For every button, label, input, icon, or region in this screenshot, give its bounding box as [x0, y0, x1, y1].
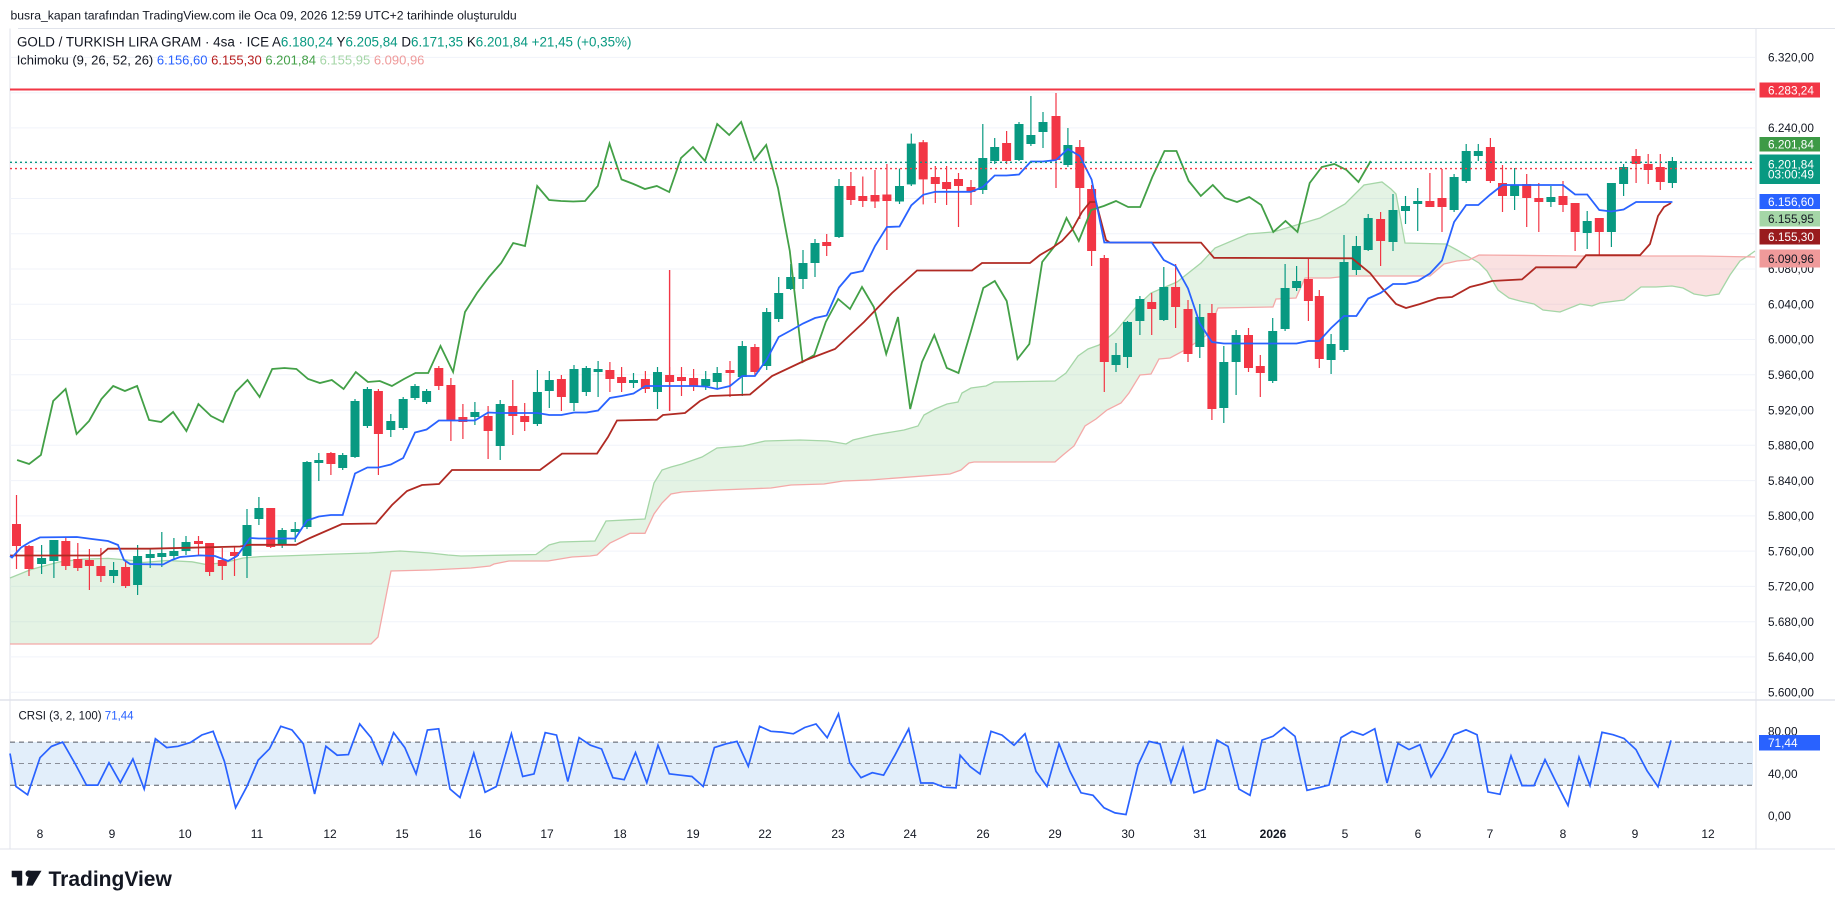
svg-text:5.960,00: 5.960,00: [1768, 368, 1814, 382]
svg-text:5.720,00: 5.720,00: [1768, 580, 1814, 594]
svg-text:5.840,00: 5.840,00: [1768, 474, 1814, 488]
svg-text:40,00: 40,00: [1768, 767, 1798, 781]
svg-text:26: 26: [976, 827, 990, 841]
svg-text:busra_kapan tarafından Trading: busra_kapan tarafından TradingView.com i…: [11, 9, 517, 23]
svg-text:22: 22: [758, 827, 772, 841]
svg-text:6: 6: [1415, 827, 1422, 841]
svg-text:6.201,84: 6.201,84: [1768, 138, 1814, 152]
svg-text:12: 12: [1701, 827, 1715, 841]
svg-text:19: 19: [686, 827, 700, 841]
svg-text:30: 30: [1121, 827, 1135, 841]
svg-text:6.156,60: 6.156,60: [1768, 195, 1814, 209]
svg-text:6.090,96: 6.090,96: [1768, 252, 1814, 266]
svg-text:Ichimoku (9, 26, 52, 26) 6.156: Ichimoku (9, 26, 52, 26) 6.156,60 6.155,…: [17, 53, 425, 68]
svg-text:6.201,84: 6.201,84: [1768, 158, 1814, 172]
svg-text:9: 9: [1632, 827, 1639, 841]
svg-text:5.600,00: 5.600,00: [1768, 685, 1814, 699]
svg-text:03:00:49: 03:00:49: [1768, 168, 1814, 182]
svg-text:5.880,00: 5.880,00: [1768, 439, 1814, 453]
svg-text:6.000,00: 6.000,00: [1768, 333, 1814, 347]
svg-text:2026: 2026: [1260, 827, 1287, 841]
svg-text:6.040,00: 6.040,00: [1768, 298, 1814, 312]
svg-text:8: 8: [1560, 827, 1567, 841]
svg-text:17: 17: [540, 827, 554, 841]
svg-text:71,44: 71,44: [1768, 736, 1798, 750]
svg-text:10: 10: [178, 827, 192, 841]
svg-text:5.680,00: 5.680,00: [1768, 615, 1814, 629]
svg-text:5.800,00: 5.800,00: [1768, 509, 1814, 523]
svg-text:9: 9: [109, 827, 116, 841]
svg-text:0,00: 0,00: [1768, 809, 1791, 823]
svg-text:TradingView: TradingView: [49, 868, 173, 891]
svg-text:6.283,24: 6.283,24: [1768, 83, 1814, 97]
svg-text:CRSI (3, 2, 100) 71,44: CRSI (3, 2, 100) 71,44: [19, 711, 135, 723]
svg-text:24: 24: [903, 827, 917, 841]
svg-text:11: 11: [251, 827, 264, 841]
svg-text:5.640,00: 5.640,00: [1768, 650, 1814, 664]
svg-text:5: 5: [1342, 827, 1349, 841]
svg-text:5.760,00: 5.760,00: [1768, 544, 1814, 558]
svg-text:6.155,95: 6.155,95: [1768, 212, 1814, 226]
svg-text:12: 12: [323, 827, 337, 841]
svg-text:8: 8: [37, 827, 44, 841]
svg-text:6.240,00: 6.240,00: [1768, 121, 1814, 135]
svg-text:7: 7: [1487, 827, 1494, 841]
svg-text:15: 15: [395, 827, 409, 841]
svg-text:5.920,00: 5.920,00: [1768, 403, 1814, 417]
svg-text:18: 18: [613, 827, 627, 841]
svg-text:31: 31: [1193, 827, 1207, 841]
svg-text:6.155,30: 6.155,30: [1768, 230, 1814, 244]
svg-text:GOLD / TURKISH LIRA GRAM · 4sa: GOLD / TURKISH LIRA GRAM · 4sa · ICE A6.…: [17, 35, 631, 50]
svg-text:23: 23: [831, 827, 845, 841]
svg-text:29: 29: [1048, 827, 1062, 841]
svg-text:16: 16: [468, 827, 482, 841]
svg-text:6.320,00: 6.320,00: [1768, 51, 1814, 65]
